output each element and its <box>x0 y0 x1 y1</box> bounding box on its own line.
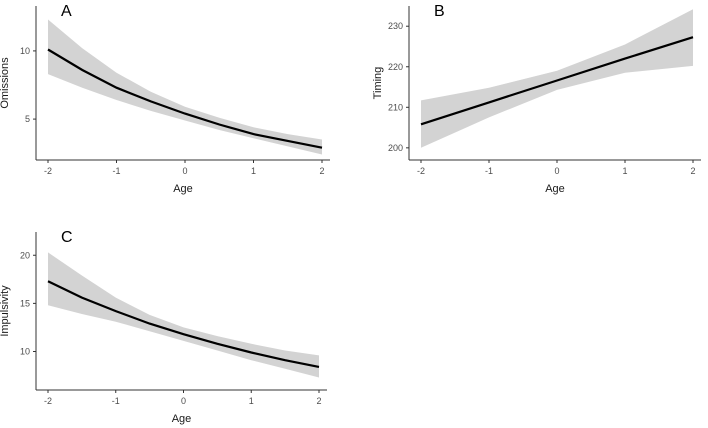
panel-a-x-axis-title: Age <box>173 183 193 195</box>
panel-a-x-tick-label: -2 <box>44 166 52 176</box>
panel-b-x-tick-label: 1 <box>622 166 627 176</box>
panel-a-y-tick-label: 5 <box>25 114 30 124</box>
panel-b-label: B <box>434 3 445 20</box>
panel-c-y-axis-title: Impulsivity <box>0 285 11 337</box>
panel-a: -2 -1 0 1 2 5 10 Age Omissions A <box>0 3 330 195</box>
panel-b-x-tick-label: 2 <box>690 166 695 176</box>
panel-a-x-tick-label: 2 <box>319 166 324 176</box>
panel-b-y-tick-label: 230 <box>388 21 403 31</box>
panel-c-confidence-band <box>48 252 319 378</box>
panel-c-x-tick-label: -1 <box>112 396 120 406</box>
panel-a-x-tick-label: 1 <box>251 166 256 176</box>
panel-a-y-tick-label: 10 <box>20 46 30 56</box>
panel-b-x-tick-label: 0 <box>554 166 559 176</box>
panel-c-y-tick-label: 20 <box>20 250 30 260</box>
panel-b-confidence-band <box>421 9 693 148</box>
panel-b: -2 -1 0 1 2 200 210 220 230 Age Timing B <box>372 3 701 195</box>
panel-c-x-axis-title: Age <box>172 413 192 425</box>
panel-a-label: A <box>61 3 72 20</box>
panel-c-y-tick-label: 15 <box>20 298 30 308</box>
panel-b-x-axis-title: Age <box>545 183 565 195</box>
panel-c-x-tick-label: 2 <box>316 396 321 406</box>
panel-b-y-axis-title: Timing <box>372 67 384 100</box>
panel-b-y-tick-label: 220 <box>388 62 403 72</box>
panel-b-x-tick-label: -1 <box>485 166 493 176</box>
panel-c-label: C <box>61 229 73 246</box>
panel-c: -2 -1 0 1 2 10 15 20 Age Impulsivity C <box>0 229 327 425</box>
panel-a-x-tick-label: -1 <box>112 166 120 176</box>
panel-c-y-tick-label: 10 <box>20 347 30 357</box>
panel-a-fit-line <box>47 48 323 149</box>
panel-b-fit-line <box>420 36 694 126</box>
panel-c-x-tick-label: 0 <box>181 396 186 406</box>
panel-c-x-tick-label: 1 <box>249 396 254 406</box>
panel-a-y-axis-title: Omissions <box>0 57 11 109</box>
panel-a-x-tick-label: 0 <box>182 166 187 176</box>
panel-a-confidence-band <box>48 19 322 155</box>
panel-b-x-tick-label: -2 <box>417 166 425 176</box>
panel-b-y-tick-label: 200 <box>388 143 403 153</box>
panel-b-y-tick-label: 210 <box>388 102 403 112</box>
panel-c-x-tick-label: -2 <box>44 396 52 406</box>
panel-c-fit-line <box>47 280 320 368</box>
